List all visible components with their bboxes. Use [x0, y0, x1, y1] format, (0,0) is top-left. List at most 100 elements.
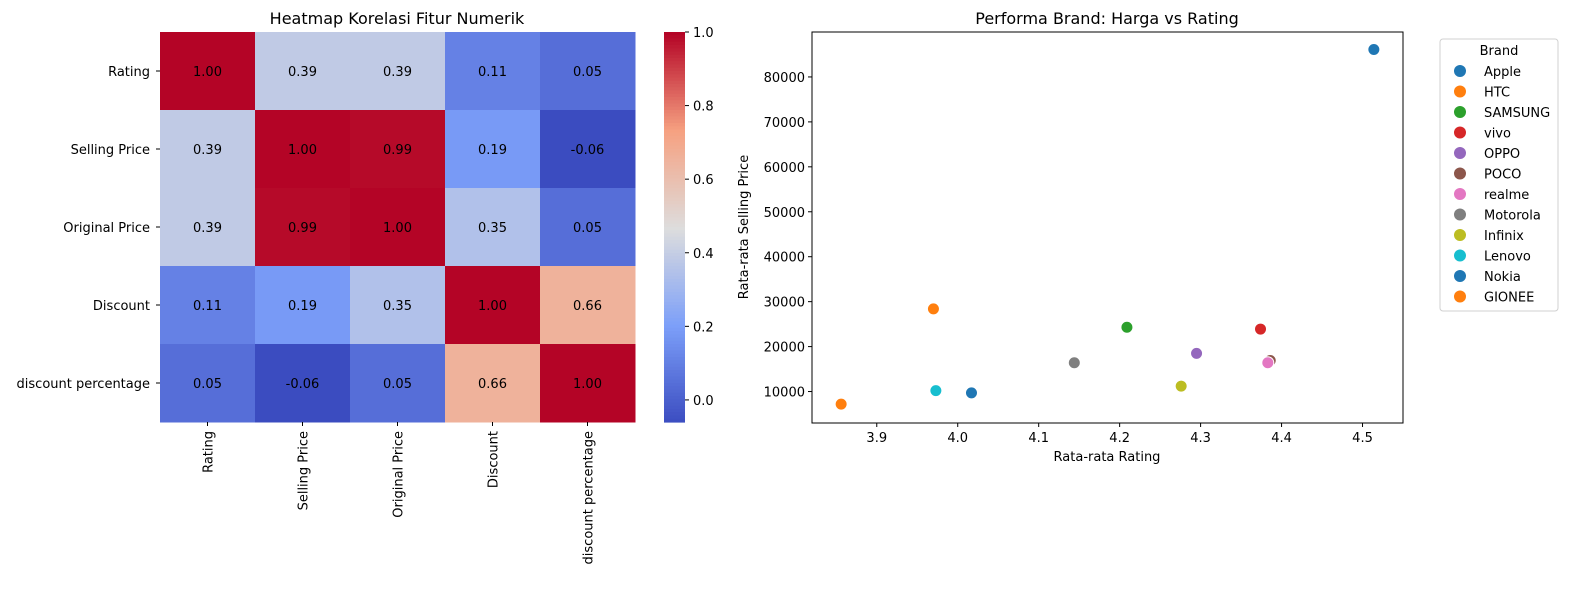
- legend-marker: [1454, 85, 1466, 98]
- colorbar-segment: [664, 366, 685, 371]
- heatmap-row-label: Original Price: [63, 221, 150, 236]
- colorbar-segment: [664, 415, 685, 420]
- scatter-point-infinix: [1174, 379, 1188, 393]
- heatmap-cell: [350, 344, 446, 423]
- scatter-x-axis-label: Rata-rata Rating: [1054, 450, 1161, 465]
- colorbar-segment: [664, 350, 685, 355]
- colorbar-segment: [664, 38, 685, 43]
- scatter-y-axis-label: Rata-rata Selling Price: [737, 155, 752, 299]
- scatter-y-ticks: 10000 20000 30000 40000 50000 60000 70000 80000: [764, 71, 812, 401]
- colorbar-segment: [664, 392, 685, 397]
- colorbar-segment: [664, 113, 685, 118]
- heatmap-column-label: Discount: [487, 431, 502, 488]
- colorbar-segment: [664, 409, 685, 413]
- colorbar-segment: [664, 262, 685, 267]
- legend-marker: [1454, 126, 1466, 139]
- legend-label: realme: [1484, 188, 1529, 203]
- y-tick-label: 10000: [764, 386, 805, 401]
- colorbar-segment: [664, 331, 685, 335]
- legend-marker: [1454, 229, 1466, 241]
- scatter-legend: Brand Apple HTC SAMSUNG vivo OPPO POCO realme M…: [1439, 38, 1559, 312]
- colorbar-segment: [664, 188, 685, 192]
- heatmap-cell: [160, 188, 256, 267]
- colorbar-segment: [664, 418, 685, 423]
- colorbar-segment: [664, 171, 685, 176]
- colorbar-tick-label: 0.0: [693, 394, 714, 409]
- legend-title: Brand: [1480, 44, 1519, 59]
- legend-items: Apple HTC SAMSUNG vivo OPPO POCO realme Motorol…: [1454, 65, 1550, 306]
- heatmap-row-label: Discount: [93, 299, 150, 314]
- colorbar-segment: [664, 175, 685, 179]
- colorbar-segment: [664, 71, 685, 75]
- colorbar-segment: [664, 370, 685, 374]
- colorbar-segment: [664, 402, 685, 407]
- heatmap-cell: [160, 110, 256, 189]
- colorbar-segment: [664, 204, 685, 209]
- colorbar-segment: [664, 214, 685, 218]
- colorbar-segment: [664, 344, 685, 348]
- heatmap-cell: [350, 32, 446, 111]
- heatmap-title: Heatmap Korelasi Fitur Numerik: [270, 9, 525, 28]
- colorbar-segment: [664, 324, 685, 329]
- heatmap-cell: [350, 188, 446, 267]
- colorbar-segment: [664, 412, 685, 417]
- colorbar-segment: [664, 357, 685, 361]
- heatmap-cell: [160, 344, 256, 423]
- heatmap-cell: [445, 110, 541, 189]
- legend-label: Motorola: [1484, 209, 1541, 224]
- heatmap-cell: [445, 266, 541, 345]
- colorbar-segment: [664, 279, 685, 283]
- colorbar-segment: [664, 396, 685, 400]
- colorbar-segment: [664, 201, 685, 205]
- legend-marker: [1454, 270, 1466, 282]
- heatmap-cell-value: 0.11: [478, 65, 507, 80]
- colorbar-segment: [664, 405, 685, 410]
- colorbar-segment: [664, 142, 685, 147]
- colorbar-segment: [664, 178, 685, 183]
- y-tick-label: 40000: [764, 251, 805, 266]
- heatmap-cell: [160, 266, 256, 345]
- heatmap-cell-value: 0.39: [193, 143, 222, 158]
- heatmap-cell: [445, 188, 541, 267]
- colorbar-segment: [664, 230, 685, 235]
- colorbar-tick-label: 0.8: [693, 100, 714, 115]
- y-tick-label: 60000: [764, 161, 805, 176]
- colorbar-segment: [664, 389, 685, 394]
- colorbar-segment: [664, 272, 685, 277]
- legend-label: vivo: [1484, 127, 1511, 142]
- heatmap-cell: [160, 32, 256, 111]
- colorbar-segment: [664, 240, 685, 244]
- colorbar-segment: [664, 93, 685, 98]
- heatmap-cells: 1.00 0.39 0.39 0.11 0.05 0.39 1.00 0.99 0.19 -0.0…: [160, 32, 636, 423]
- colorbar-segment: [664, 327, 685, 332]
- colorbar-segment: [664, 314, 685, 319]
- legend-frame: [1439, 38, 1559, 312]
- colorbar-segment: [664, 84, 685, 88]
- scatter-point-lenovo: [929, 384, 943, 398]
- colorbar-segment: [664, 145, 685, 150]
- colorbar-segment: [664, 181, 685, 186]
- legend-marker: [1454, 208, 1466, 221]
- legend-marker: [1454, 65, 1466, 77]
- legend-label: Apple: [1484, 65, 1521, 80]
- heatmap-cell-value: 0.66: [478, 377, 507, 392]
- heatmap-cell: [255, 344, 351, 423]
- y-tick-label: 80000: [764, 71, 805, 86]
- heatmap-cell: [255, 110, 351, 189]
- colorbar-tick-label: 0.2: [693, 320, 714, 335]
- colorbar-segment: [664, 373, 685, 378]
- colorbar-segment: [664, 207, 685, 212]
- colorbar-segment: [664, 379, 685, 384]
- legend-label: HTC: [1484, 86, 1510, 101]
- colorbar-segment: [664, 103, 685, 108]
- heatmap-cell: [540, 266, 636, 345]
- colorbar-segment: [664, 162, 685, 166]
- x-tick-label: 4.5: [1352, 431, 1373, 446]
- heatmap-column-label: Selling Price: [297, 431, 312, 510]
- colorbar-segment: [664, 74, 685, 79]
- heatmap-cell: [445, 344, 541, 423]
- heatmap-cell-value: 0.05: [573, 65, 602, 80]
- y-tick-label: 20000: [764, 341, 805, 356]
- colorbar-segment: [664, 48, 685, 53]
- colorbar-segment: [664, 253, 685, 257]
